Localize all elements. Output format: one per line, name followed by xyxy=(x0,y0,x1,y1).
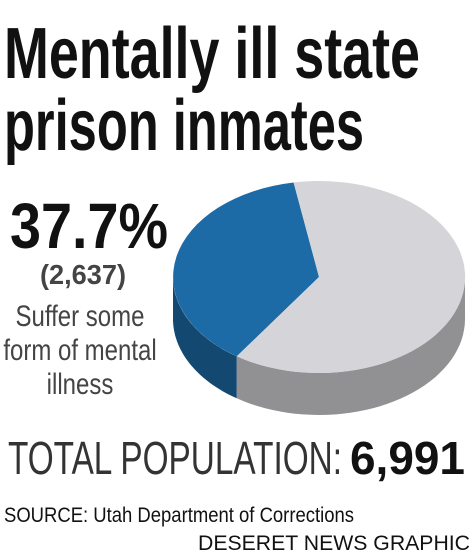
source: SOURCE: Utah Department of Corrections xyxy=(4,504,354,527)
title-line: Mentally ill state xyxy=(4,14,420,94)
value-label: 37.7% xyxy=(10,190,168,262)
slice-side xyxy=(236,277,465,415)
title-line: prison inmates xyxy=(4,86,364,166)
pie xyxy=(173,181,466,415)
total-value: 6,991 xyxy=(350,432,465,484)
count-label: (2,637) xyxy=(40,259,126,290)
total-label: TOTAL POPULATION: xyxy=(8,432,342,484)
slice xyxy=(173,182,319,357)
slice xyxy=(236,181,466,374)
category-text: Suffer some form of mental illness xyxy=(3,298,156,400)
slice-side xyxy=(173,277,237,399)
category-label: Suffer some form of mental illness xyxy=(3,298,156,400)
credit: DESERET NEWS GRAPHIC xyxy=(198,532,470,555)
